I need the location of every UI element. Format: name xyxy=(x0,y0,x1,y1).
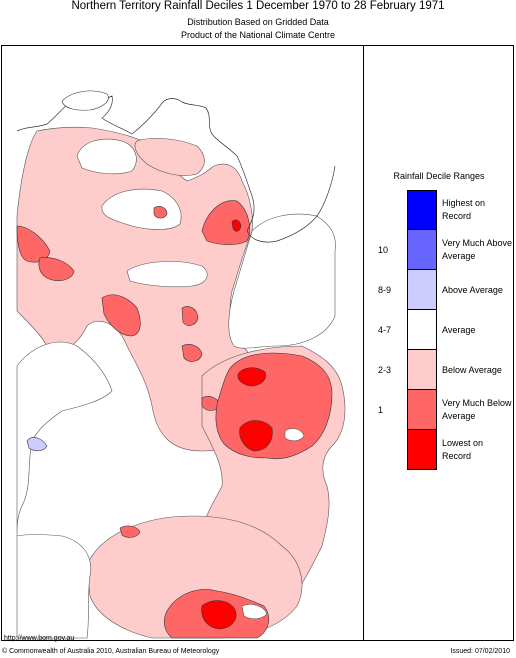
region-below-average-north xyxy=(134,137,205,176)
region-average-central-north xyxy=(101,188,182,230)
region-average-southwest xyxy=(16,534,92,639)
legend-row-highest: Highest on Record xyxy=(364,190,514,230)
region-average-northwest xyxy=(76,138,137,175)
legend-row-below: 2-3 Below Average xyxy=(364,350,514,390)
issued-date: Issued: 07/02/2010 xyxy=(450,648,510,655)
legend-row-very-much-below: 1 Very Much Below Average xyxy=(364,390,514,430)
region-above-average-west xyxy=(26,437,48,452)
region-very-much-below-average-east xyxy=(215,352,333,460)
map-frame xyxy=(1,45,514,641)
legend-label-lowest: Lowest on Record xyxy=(442,438,484,461)
legend-divider xyxy=(363,45,364,641)
region-very-much-below-average-northeast xyxy=(201,200,250,246)
legend-range-lowest xyxy=(378,430,408,470)
legend-row-average: 4-7 Average xyxy=(364,310,514,350)
legend-label-highest: Highest on Record xyxy=(442,198,486,221)
region-average-west xyxy=(16,341,113,537)
region-average-hole-south xyxy=(241,604,268,620)
legend-range-above: 8-9 xyxy=(378,285,392,295)
legend-swatch-highest xyxy=(407,190,437,230)
source-url[interactable]: http://www.bom.gov.au xyxy=(4,635,75,642)
legend-row-lowest: Lowest on Record xyxy=(364,430,514,470)
legend-range-very-much-below: 1 xyxy=(378,405,384,415)
legend-row-very-much-above: 10 Very Much Above Average xyxy=(364,230,514,270)
rainfall-decile-map xyxy=(16,90,346,639)
region-lowest-on-record-south xyxy=(201,600,237,630)
region-very-much-below-average-small1 xyxy=(181,306,199,326)
legend-label-very-much-above: Very Much Above Average xyxy=(442,238,513,261)
region-very-much-below-average-west2 xyxy=(38,257,75,281)
legend-range-highest xyxy=(378,190,408,230)
legend-label-average: Average xyxy=(442,324,476,335)
legend-range-below: 2-3 xyxy=(378,365,392,375)
region-average-central xyxy=(126,261,208,288)
coastline-islands xyxy=(61,90,109,111)
legend-title: Rainfall Decile Ranges xyxy=(393,171,485,181)
copyright-text: © Commonwealth of Australia 2010, Austra… xyxy=(2,648,220,655)
legend-row-above: 8-9 Above Average xyxy=(364,270,514,310)
map-subtitle-product: Product of the National Climate Centre xyxy=(180,30,336,40)
legend-swatch-below xyxy=(407,350,437,390)
region-very-much-below-average-south-small xyxy=(119,525,141,538)
legend-swatch-very-much-below xyxy=(407,390,437,430)
legend-range-average: 4-7 xyxy=(378,325,392,335)
region-very-much-below-average-small2 xyxy=(181,344,203,362)
legend-label-very-much-below: Very Much Below Average xyxy=(442,398,512,421)
region-lowest-on-record-east2 xyxy=(239,420,273,452)
legend-swatch-very-much-above xyxy=(407,230,437,270)
map-title: Northern Territory Rainfall Deciles 1 De… xyxy=(71,0,445,12)
legend-swatch-above xyxy=(407,270,437,310)
region-average-hole-east xyxy=(284,428,305,442)
region-lowest-on-record-northeast xyxy=(231,219,242,232)
region-lowest-on-record-east1 xyxy=(237,367,266,387)
region-very-much-below-average-mid xyxy=(101,294,141,337)
legend-swatch-lowest xyxy=(407,430,437,470)
legend-swatch-average xyxy=(407,310,437,350)
legend-range-very-much-above: 10 xyxy=(378,245,389,255)
legend-label-above: Above Average xyxy=(442,284,503,295)
legend-label-below: Below Average xyxy=(442,364,502,375)
region-very-much-below-average-small3 xyxy=(153,206,168,219)
map-subtitle-distribution: Distribution Based on Gridded Data xyxy=(187,17,329,27)
